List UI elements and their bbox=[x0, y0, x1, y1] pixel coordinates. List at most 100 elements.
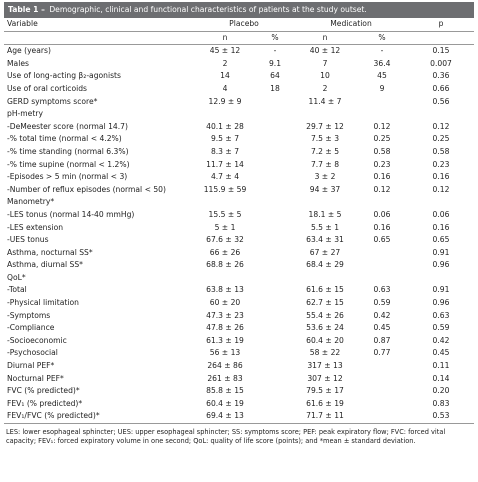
table-cell: 67.6 ± 32 bbox=[206, 235, 244, 245]
table-row: -Symptoms 47.3 ± 23 55.4 ± 26 0.42 0.63 bbox=[4, 310, 474, 323]
table-cell: 0.23 bbox=[373, 159, 391, 169]
table-cell: 5.5 ± 1 bbox=[310, 222, 340, 232]
table-cell bbox=[356, 410, 408, 425]
table-cell bbox=[256, 310, 294, 323]
header-row: Variable Placebo Medication p bbox=[4, 18, 474, 32]
table-cell: 317 ± 13 bbox=[307, 361, 343, 371]
table-cell: 12.9 ± 9 bbox=[208, 96, 242, 106]
table-row: -Total 63.8 ± 13 61.6 ± 15 0.63 0.91 bbox=[4, 284, 474, 297]
table-cell bbox=[256, 373, 294, 386]
table-cell: 45 bbox=[377, 71, 387, 81]
footnote: LES: lower esophageal sphincter; UES: up… bbox=[6, 428, 446, 445]
table-cell: 7.2 ± 5 bbox=[310, 146, 340, 156]
table-cell: 0.59 bbox=[373, 298, 391, 308]
table-cell: 53.6 ± 24 bbox=[306, 323, 344, 333]
table-cell: 0.15 bbox=[432, 46, 450, 56]
table-cell bbox=[256, 209, 294, 222]
table-row: pH-metry bbox=[4, 108, 474, 121]
table-row: -% time standing (normal 6.3%) 8.3 ± 7 7.2… bbox=[4, 146, 474, 159]
row-label: -% time supine (normal < 1.2%) bbox=[7, 159, 130, 169]
row-label: Age (years) bbox=[7, 46, 51, 56]
table-cell: 0.96 bbox=[432, 298, 450, 308]
table-cell: 60.4 ± 19 bbox=[206, 398, 244, 408]
table-cell: 56 ± 13 bbox=[209, 348, 241, 358]
table-cell: 0.14 bbox=[432, 373, 450, 383]
table-cell: 0.42 bbox=[373, 310, 391, 320]
table-cell bbox=[356, 398, 408, 411]
header-cell: Placebo bbox=[194, 18, 294, 32]
subheader-cell: % bbox=[256, 31, 294, 46]
table-row: -% time supine (normal < 1.2%) 11.7 ± 14 7… bbox=[4, 159, 474, 172]
table-cell: 0.16 bbox=[432, 172, 450, 182]
table-cell: 40 ± 12 bbox=[309, 46, 341, 56]
table-caption: Table 1 – Demographic, clinical and func… bbox=[4, 2, 474, 18]
row-label: -Episodes > 5 min (normal < 3) bbox=[7, 172, 128, 182]
table-cell: 264 ± 86 bbox=[207, 361, 243, 371]
table-cell: 7 bbox=[322, 58, 328, 68]
table-cell: 115.9 ± 59 bbox=[203, 184, 247, 194]
table-cell: 0.20 bbox=[432, 386, 450, 396]
table-cell: 0.63 bbox=[373, 285, 391, 295]
header-cell: p bbox=[408, 18, 474, 32]
table-cell: 0.83 bbox=[432, 398, 450, 408]
table-cell: 4.7 ± 4 bbox=[210, 172, 240, 182]
table-cell: 64 bbox=[270, 71, 280, 81]
subheader-cell bbox=[408, 31, 474, 46]
table-cell: 0.58 bbox=[432, 146, 450, 156]
row-label: Males bbox=[7, 58, 29, 68]
row-label: -% total time (normal < 4.2%) bbox=[7, 134, 122, 144]
table-cell: 0.12 bbox=[373, 184, 391, 194]
table-cell: 60 ± 20 bbox=[209, 298, 241, 308]
table-cell: 15.5 ± 5 bbox=[208, 209, 242, 219]
table-cell bbox=[256, 347, 294, 360]
table-cell: 61.3 ± 19 bbox=[206, 335, 244, 345]
table-cell: 60.4 ± 20 bbox=[306, 335, 344, 345]
table-cell: 0.16 bbox=[373, 172, 391, 182]
table-cell: 79.5 ± 17 bbox=[306, 386, 344, 396]
table-cell bbox=[256, 196, 294, 209]
table-cell: 0.45 bbox=[373, 323, 391, 333]
table-cell bbox=[408, 272, 474, 285]
table-cell: 67 ± 27 bbox=[309, 247, 341, 257]
table-cell bbox=[356, 373, 408, 386]
table-row: FEV₁ (% predicted)* 60.4 ± 19 61.6 ± 19 0.8… bbox=[4, 398, 474, 411]
table-cell: 0.36 bbox=[432, 71, 450, 81]
row-label: GERD symptoms score* bbox=[7, 96, 98, 106]
row-label: Nocturnal PEF* bbox=[7, 373, 64, 383]
table-cell: 0.77 bbox=[373, 348, 391, 358]
row-label: -Compliance bbox=[7, 323, 55, 333]
table-cell bbox=[256, 410, 294, 425]
table-cell: 94 ± 37 bbox=[309, 184, 341, 194]
row-label: -Total bbox=[7, 285, 27, 295]
table-cell: 7.7 ± 8 bbox=[310, 159, 340, 169]
table-row: QoL* bbox=[4, 272, 474, 285]
table-cell: 2 bbox=[322, 83, 328, 93]
row-label: -Psychosocial bbox=[7, 348, 58, 358]
table-cell: 11.7 ± 14 bbox=[206, 159, 244, 169]
table-cell: 63.8 ± 13 bbox=[206, 285, 244, 295]
table-cell bbox=[256, 360, 294, 373]
table-cell: 0.007 bbox=[430, 58, 452, 68]
table-cell: 61.6 ± 19 bbox=[306, 398, 344, 408]
table-cell: 2 bbox=[222, 58, 228, 68]
table-cell: 0.12 bbox=[432, 121, 450, 131]
table-cell: 10 bbox=[320, 71, 330, 81]
table-cell: 45 ± 12 bbox=[209, 46, 241, 56]
table-cell bbox=[294, 196, 356, 209]
row-label: Asthma, diurnal SS* bbox=[7, 260, 83, 270]
table-cell bbox=[256, 146, 294, 159]
table-cell: 0.59 bbox=[432, 323, 450, 333]
table-row: -Episodes > 5 min (normal < 3) 4.7 ± 4 3 ±… bbox=[4, 171, 474, 184]
table-cell: 0.53 bbox=[408, 410, 474, 425]
row-label: -Number of reflux episodes (normal < 50) bbox=[7, 184, 166, 194]
table-cell bbox=[356, 96, 408, 109]
table-head: Variable Placebo Medication p n % n % bbox=[4, 18, 474, 46]
subheader-cell: n bbox=[194, 31, 256, 46]
table-cell bbox=[256, 171, 294, 184]
table-cell bbox=[256, 247, 294, 260]
table-cell: 40.1 ± 28 bbox=[206, 121, 244, 131]
data-table: Variable Placebo Medication p n % n % Ag… bbox=[4, 18, 474, 425]
row-label: FEV₁/FVC (% predicted)* bbox=[4, 410, 194, 425]
table-cell bbox=[356, 360, 408, 373]
table-cell bbox=[294, 108, 356, 121]
